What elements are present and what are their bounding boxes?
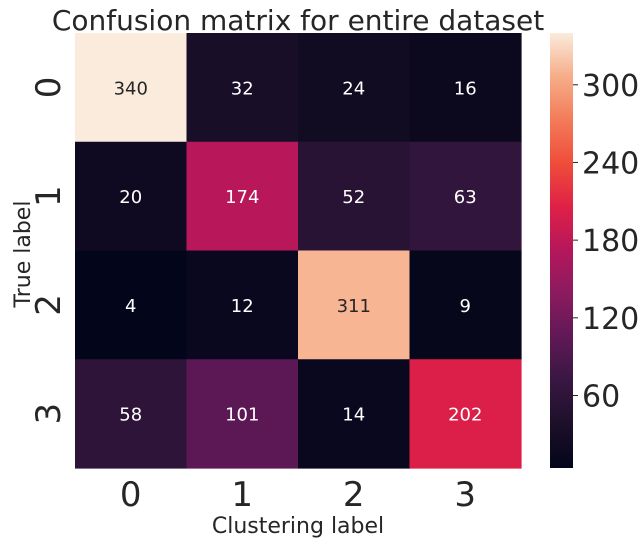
- heatmap-cell: [75, 250, 188, 360]
- heatmap-cell: [75, 141, 188, 252]
- cell-annotation: 24: [342, 78, 365, 99]
- x-tick-labels: 0 1 2 3: [120, 475, 476, 515]
- x-axis-label: Clustering label: [212, 514, 384, 539]
- colorbar: [550, 33, 573, 468]
- heatmap-cell: [298, 141, 411, 252]
- heatmap-cell: [298, 359, 411, 469]
- heatmap-cell: [409, 359, 522, 469]
- y-tick-label: 2: [29, 294, 69, 316]
- y-tick-label: 0: [29, 77, 69, 99]
- heatmap-cell: [186, 141, 299, 252]
- colorbar-tick-label: 300: [582, 69, 639, 104]
- cell-annotations: 340 32 24 16 20 174 52 63 4 12 311 9 58 101 14 202: [114, 78, 483, 425]
- heatmap-cell: [75, 359, 188, 469]
- x-tick-label: 0: [120, 475, 142, 515]
- heatmap-cell: [186, 250, 299, 360]
- cell-annotation: 16: [454, 78, 477, 99]
- heatmap-cell: [409, 141, 522, 252]
- cell-annotation: 4: [125, 296, 136, 317]
- y-tick-label: 3: [29, 403, 69, 425]
- heatmap-cell: [186, 359, 299, 469]
- cell-annotation: 202: [448, 405, 482, 426]
- heatmap-cell: [75, 33, 188, 143]
- cell-annotation: 311: [337, 296, 371, 317]
- heatmap-cells: [75, 33, 522, 469]
- cell-annotation: 20: [119, 187, 142, 208]
- cell-annotation: 174: [225, 187, 259, 208]
- y-axis-label: True label: [11, 201, 36, 309]
- cell-annotation: 101: [225, 405, 259, 426]
- colorbar-tick-label: 240: [582, 146, 639, 181]
- cell-annotation: 340: [114, 78, 148, 99]
- x-tick-label: 2: [343, 475, 365, 515]
- colorbar-tick-label: 120: [582, 302, 639, 337]
- colorbar-ticks: 60 120 180 240 300: [573, 69, 639, 415]
- heatmap-cell: [409, 250, 522, 360]
- y-tick-labels: 0 1 2 3: [29, 77, 69, 425]
- cell-annotation: 12: [231, 296, 254, 317]
- x-tick-label: 3: [454, 475, 476, 515]
- y-tick-label: 1: [29, 185, 69, 207]
- cell-annotation: 14: [342, 405, 365, 426]
- cell-annotation: 9: [460, 296, 471, 317]
- cell-annotation: 32: [231, 78, 254, 99]
- x-tick-label: 1: [231, 475, 253, 515]
- chart-title: Confusion matrix for entire dataset: [52, 4, 544, 37]
- heatmap-cell: [298, 33, 411, 143]
- colorbar-tick-label: 180: [582, 224, 639, 259]
- colorbar-tick-label: 60: [582, 380, 620, 415]
- cell-annotation: 63: [454, 187, 477, 208]
- heatmap-cell: [186, 33, 299, 143]
- cell-annotation: 52: [342, 187, 365, 208]
- cell-annotation: 58: [119, 405, 142, 426]
- heatmap-cell: [298, 250, 411, 360]
- heatmap-cell: [409, 33, 522, 143]
